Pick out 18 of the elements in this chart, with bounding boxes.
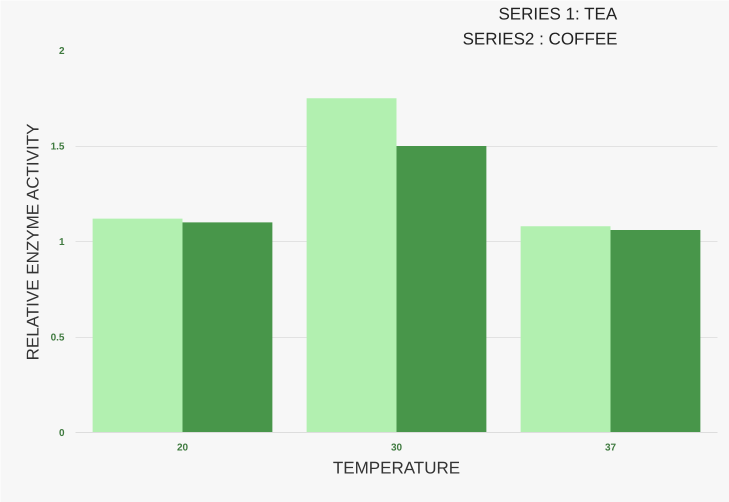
y-tick-label: 0 [58, 428, 65, 439]
x-tick-label: 30 [390, 442, 402, 454]
bar [92, 218, 182, 432]
text: SERIES 1: TEA [498, 4, 618, 24]
bar [396, 146, 486, 432]
y-tick-label: 2 [58, 46, 65, 57]
y-tick-label: 1 [58, 237, 65, 248]
y-tick-label: 0.5 [50, 332, 65, 344]
x-axis-title: TEMPERATURE [332, 458, 460, 478]
x-tick-label: 20 [176, 442, 188, 454]
bar [182, 222, 272, 432]
y-tick-label: 1.5 [50, 142, 65, 152]
bar [610, 230, 700, 432]
y-axis-title: RELATIVE ENZYME ACTIVITY [24, 124, 43, 360]
text: SERIES2 : COFFEE [462, 30, 618, 48]
x-tick-label: 37 [604, 442, 616, 454]
bar [306, 98, 396, 432]
bar [520, 226, 610, 432]
